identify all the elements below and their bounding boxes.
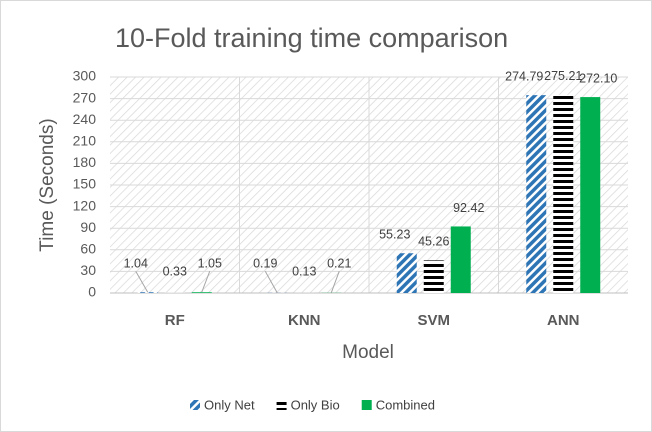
value-label: 275.21 xyxy=(544,69,582,83)
leader-line xyxy=(330,271,340,294)
value-label: 274.79 xyxy=(505,69,543,83)
bar xyxy=(191,292,212,293)
y-tick-label: 0 xyxy=(88,284,96,300)
bar xyxy=(553,94,574,293)
leader-line xyxy=(135,270,149,293)
chart-title: 10-Fold training time comparison xyxy=(115,23,508,53)
y-tick-label: 300 xyxy=(73,68,97,84)
value-label: 55.23 xyxy=(379,228,410,242)
y-tick-label: 210 xyxy=(73,133,97,149)
bar xyxy=(580,97,601,293)
value-label: 272.10 xyxy=(579,71,617,85)
x-tick-label: SVM xyxy=(417,312,450,329)
value-label: 0.21 xyxy=(327,256,351,270)
value-label: 0.19 xyxy=(253,256,277,270)
legend-swatch xyxy=(276,400,287,410)
x-tick-label: RF xyxy=(165,312,185,329)
y-tick-label: 120 xyxy=(73,197,97,213)
bar xyxy=(396,253,417,293)
y-tick-label: 180 xyxy=(73,154,97,170)
bar xyxy=(137,292,158,293)
y-tick-label: 240 xyxy=(73,111,97,127)
y-tick-label: 60 xyxy=(80,241,96,257)
value-label: 45.26 xyxy=(418,235,449,249)
value-label: 1.05 xyxy=(198,256,222,270)
legend-swatch xyxy=(361,400,372,410)
legend-swatch xyxy=(190,400,200,410)
x-tick-label: KNN xyxy=(288,312,321,329)
value-label: 1.04 xyxy=(124,256,148,270)
bar xyxy=(423,260,444,293)
y-axis-label: Time (Seconds) xyxy=(37,118,58,251)
legend-label: Only Bio xyxy=(291,397,340,412)
y-tick-label: 270 xyxy=(73,89,97,105)
y-tick-label: 30 xyxy=(80,262,96,278)
y-tick-label: 90 xyxy=(80,219,96,235)
y-tick-label: 150 xyxy=(73,176,97,192)
value-label: 0.33 xyxy=(163,264,187,278)
bar xyxy=(450,226,471,293)
leader-line xyxy=(264,270,278,294)
x-axis-label: Model xyxy=(342,342,394,363)
bar xyxy=(526,95,547,293)
leader-line xyxy=(201,271,211,293)
legend-label: Combined xyxy=(376,397,435,412)
value-label: 92.42 xyxy=(453,201,484,215)
x-tick-label: ANN xyxy=(547,312,580,329)
legend-label: Only Net xyxy=(204,397,255,412)
value-label: 0.13 xyxy=(292,264,316,278)
